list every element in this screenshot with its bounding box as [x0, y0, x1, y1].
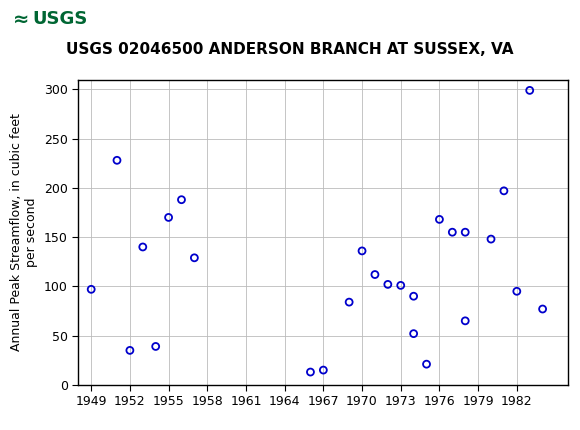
- Point: [306, 369, 315, 375]
- Point: [86, 286, 96, 293]
- Point: [512, 288, 521, 295]
- Point: [409, 330, 418, 337]
- Point: [409, 293, 418, 300]
- Point: [499, 187, 509, 194]
- Text: ≈: ≈: [13, 10, 29, 29]
- Point: [538, 306, 548, 313]
- Point: [525, 87, 534, 94]
- Point: [357, 248, 367, 255]
- Text: USGS: USGS: [32, 10, 87, 28]
- Point: [487, 236, 496, 243]
- Point: [422, 361, 431, 368]
- Point: [435, 216, 444, 223]
- Point: [151, 343, 160, 350]
- Point: [396, 282, 405, 289]
- Point: [345, 299, 354, 306]
- Point: [448, 229, 457, 236]
- Point: [383, 281, 393, 288]
- Point: [164, 214, 173, 221]
- Point: [138, 243, 147, 250]
- Point: [461, 317, 470, 324]
- Point: [190, 255, 199, 261]
- Point: [318, 367, 328, 374]
- FancyBboxPatch shape: [3, 3, 70, 37]
- Point: [461, 229, 470, 236]
- Point: [370, 271, 379, 278]
- Point: [125, 347, 135, 354]
- Text: USGS 02046500 ANDERSON BRANCH AT SUSSEX, VA: USGS 02046500 ANDERSON BRANCH AT SUSSEX,…: [66, 42, 514, 57]
- Y-axis label: Annual Peak Streamflow, in cubic feet
per second: Annual Peak Streamflow, in cubic feet pe…: [10, 113, 38, 351]
- Point: [113, 157, 122, 164]
- Point: [177, 196, 186, 203]
